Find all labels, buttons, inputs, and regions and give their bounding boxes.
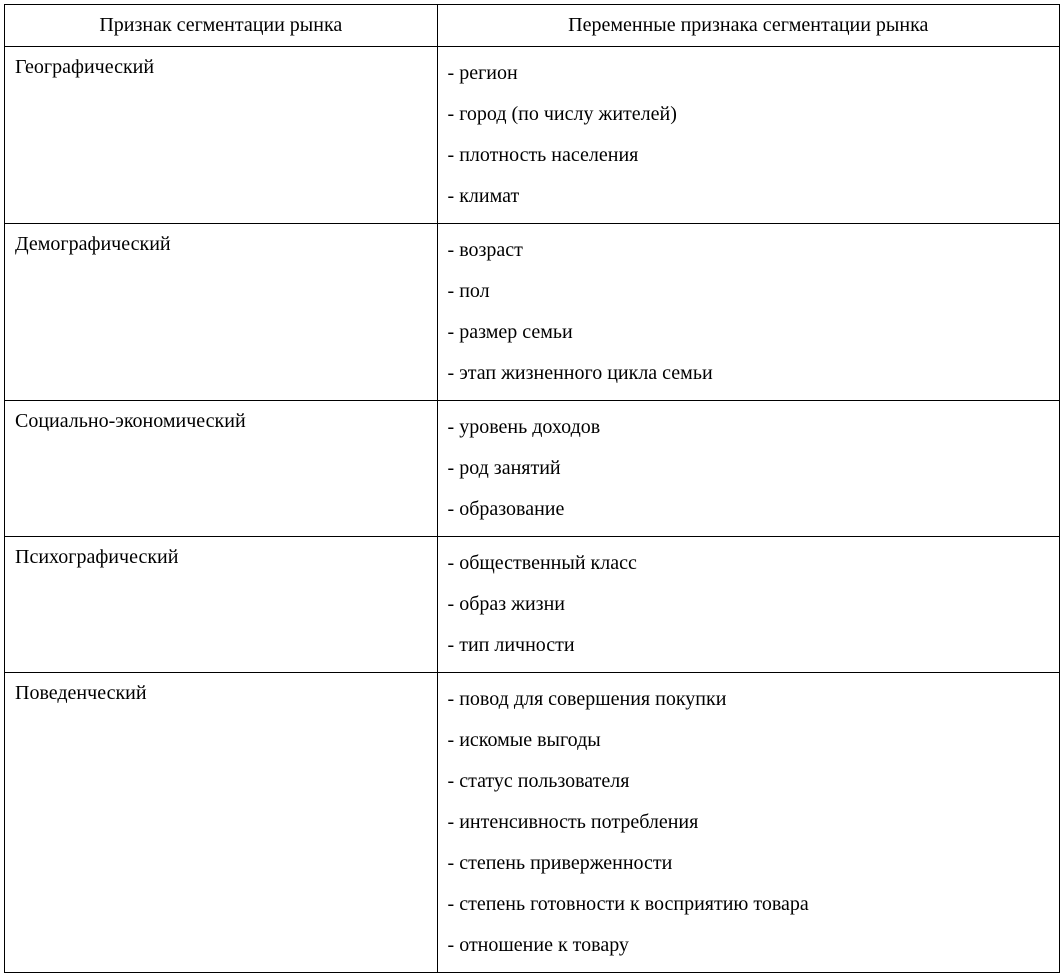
variable-item: - статус пользователя [448, 761, 1049, 802]
table-row: Поведенческий- повод для совершения поку… [5, 673, 1060, 973]
variable-item: - отношение к товару [448, 925, 1049, 966]
category-cell: Демографический [5, 224, 438, 401]
segmentation-table: Признак сегментации рынка Переменные при… [4, 4, 1060, 973]
variable-item: - город (по числу жителей) [448, 94, 1049, 135]
variable-item: - интенсивность потребления [448, 802, 1049, 843]
variable-item: - размер семьи [448, 312, 1049, 353]
variable-item: - пол [448, 271, 1049, 312]
variables-cell: - повод для совершения покупки- искомые … [437, 673, 1059, 973]
variable-item: - степень готовности к восприятию товара [448, 884, 1049, 925]
variable-item: - степень приверженности [448, 843, 1049, 884]
category-cell: Психографический [5, 537, 438, 673]
variable-item: - образ жизни [448, 584, 1049, 625]
category-cell: Социально-экономический [5, 401, 438, 537]
variables-cell: - уровень доходов- род занятий- образова… [437, 401, 1059, 537]
category-cell: Географический [5, 47, 438, 224]
variable-item: - образование [448, 489, 1049, 530]
variable-item: - регион [448, 53, 1049, 94]
variable-item: - этап жизненного цикла семьи [448, 353, 1049, 394]
variable-item: - плотность населения [448, 135, 1049, 176]
variable-item: - тип личности [448, 625, 1049, 666]
variables-cell: - регион- город (по числу жителей)- плот… [437, 47, 1059, 224]
variables-cell: - общественный класс- образ жизни- тип л… [437, 537, 1059, 673]
variable-item: - общественный класс [448, 543, 1049, 584]
table-row: Географический- регион- город (по числу … [5, 47, 1060, 224]
table-row: Социально-экономический- уровень доходов… [5, 401, 1060, 537]
header-col2: Переменные признака сегментации рынка [437, 5, 1059, 47]
variable-item: - искомые выгоды [448, 720, 1049, 761]
table-body: Географический- регион- город (по числу … [5, 47, 1060, 973]
table-row: Демографический- возраст- пол- размер се… [5, 224, 1060, 401]
header-col1: Признак сегментации рынка [5, 5, 438, 47]
variable-item: - возраст [448, 230, 1049, 271]
variable-item: - климат [448, 176, 1049, 217]
table-header-row: Признак сегментации рынка Переменные при… [5, 5, 1060, 47]
table-row: Психографический- общественный класс- об… [5, 537, 1060, 673]
category-cell: Поведенческий [5, 673, 438, 973]
variable-item: - род занятий [448, 448, 1049, 489]
variable-item: - уровень доходов [448, 407, 1049, 448]
variables-cell: - возраст- пол- размер семьи- этап жизне… [437, 224, 1059, 401]
variable-item: - повод для совершения покупки [448, 679, 1049, 720]
